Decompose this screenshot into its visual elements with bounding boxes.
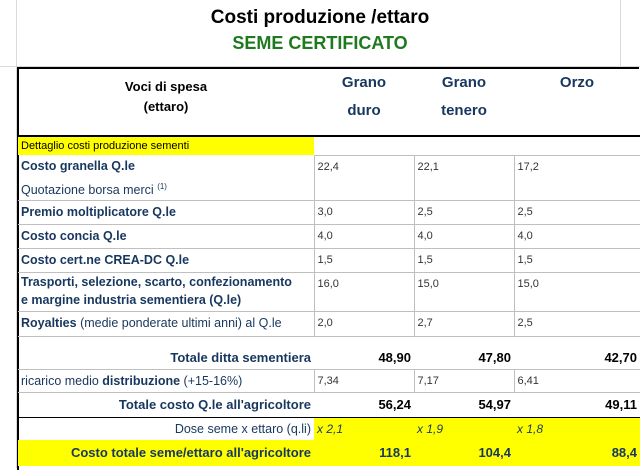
header-voci: Voci di spesa (ettaro) <box>18 69 314 136</box>
totale-agricoltore-grano-duro: 56,24 <box>378 397 411 413</box>
table-row: Royalties (medie ponderate ultimi anni) … <box>18 311 640 338</box>
cell-grano-tenero: 15,0 <box>413 272 514 313</box>
cell-grano-duro: 3,0 <box>313 200 414 226</box>
cell-grano-duro: 16,0 <box>313 272 414 313</box>
row-label-cell: Royalties (medie ponderate ultimi anni) … <box>18 311 314 338</box>
header-col3-line1: Orzo <box>559 74 595 91</box>
ricarico-label-c: (+15-16%) <box>180 374 243 389</box>
header-orzo: Orzo <box>514 69 640 136</box>
dose-grano-duro: x 2,1 <box>314 417 414 441</box>
costo-totale-grano-tenero: 104,4 <box>478 445 511 461</box>
ricarico-grano-duro: 7,34 <box>313 369 414 394</box>
ricarico-label-b: distribuzione <box>102 374 181 389</box>
grid-line <box>16 0 17 468</box>
cell-grano-tenero: 2,5 <box>413 200 514 226</box>
cell-orzo: 17,2 <box>513 155 640 202</box>
row-label-cell: Costo granella Q.le Quotazione borsa mer… <box>18 155 314 202</box>
cell-grano-duro: 2,0 <box>313 311 414 338</box>
table-row: Costo granella Q.le Quotazione borsa mer… <box>18 155 640 202</box>
dose-label: Dose seme x ettaro (q.li) <box>174 422 311 437</box>
totale-ditta-orzo: 42,70 <box>514 347 640 371</box>
header-voci-line1: Voci di spesa <box>124 79 208 94</box>
row-label: Costo cert.ne CREA-DC Q.le <box>18 248 314 274</box>
totale-ditta-grano-duro: 48,90 <box>314 347 414 371</box>
row-sublabel: Quotazione borsa merci (1) <box>21 177 311 200</box>
header-voci-line2: (ettaro) <box>143 99 189 114</box>
row-label: Costo concia Q.le <box>18 224 314 250</box>
ricarico-label-a: ricarico medio <box>21 374 103 389</box>
totale-agricoltore-label: Totale costo Q.le all'agricoltore <box>118 397 311 413</box>
table-row: Costo concia Q.le 4,0 4,0 4,0 <box>18 224 640 250</box>
grid-line <box>620 0 621 68</box>
cell-grano-tenero: 4,0 <box>413 224 514 250</box>
ricarico-label: ricarico medio distribuzione (+15-16%) <box>18 369 314 394</box>
cell-grano-tenero: 1,5 <box>413 248 514 274</box>
table-row: Premio moltiplicatore Q.le 3,0 2,5 2,5 <box>18 200 640 226</box>
costo-totale-orzo: 88,4 <box>611 445 637 461</box>
dose-grano-tenero: x 1,9 <box>414 417 514 441</box>
section-row-blank <box>314 136 640 156</box>
page-title: Costi produzione /ettaro <box>210 7 430 28</box>
totale-ditta-label: Totale ditta sementiera <box>18 347 314 371</box>
cell-orzo: 2,5 <box>513 200 640 226</box>
table-row: Costo cert.ne CREA-DC Q.le 1,5 1,5 1,5 <box>18 248 640 274</box>
dose-row: Dose seme x ettaro (q.li) x 2,1 x 1,9 x … <box>18 417 640 441</box>
section-row: Dettaglio costi produzione sementi <box>18 136 640 156</box>
header-grano-duro: Grano duro <box>314 69 414 136</box>
row-label: Premio moltiplicatore Q.le <box>18 200 314 226</box>
cost-table: Voci di spesa (ettaro) Grano duro Grano … <box>18 69 640 467</box>
cell-grano-tenero: 2,7 <box>413 311 514 338</box>
totale-ditta-row: Totale ditta sementiera 48,90 47,80 42,7… <box>18 347 640 371</box>
table-row: Trasporti, selezione, scarto, confeziona… <box>18 272 640 313</box>
header-grano-tenero: Grano tenero <box>414 69 514 136</box>
row-sublabel-text: Quotazione borsa merci <box>21 183 154 198</box>
cell-grano-duro: 22,4 <box>313 155 414 202</box>
header-col2-line1: Grano <box>441 74 487 91</box>
cell-orzo: 4,0 <box>513 224 640 250</box>
ricarico-row: ricarico medio distribuzione (+15-16%) 7… <box>18 369 640 394</box>
page-subtitle: SEME CERTIFICATO <box>232 33 408 53</box>
grid-line <box>0 66 640 67</box>
row-label-cell: Trasporti, selezione, scarto, confeziona… <box>18 272 314 313</box>
totale-agricoltore-orzo: 49,11 <box>605 397 637 413</box>
ricarico-orzo: 6,41 <box>513 369 640 394</box>
header-col2-line2: tenero <box>441 102 487 119</box>
ricarico-grano-tenero: 7,17 <box>413 369 514 394</box>
spacer-cell <box>18 337 640 348</box>
row-label-rest: (medie ponderate ultimi anni) al Q.le <box>76 316 282 331</box>
row-label: Costo granella Q.le <box>21 159 135 173</box>
cell-orzo: 1,5 <box>513 248 640 274</box>
table-header-row: Voci di spesa (ettaro) Grano duro Grano … <box>18 69 640 136</box>
section-label: Dettaglio costi produzione sementi <box>18 136 314 155</box>
cell-orzo: 15,0 <box>513 272 640 313</box>
costo-totale-grano-duro: 118,1 <box>379 445 411 461</box>
dose-orzo: x 1,8 <box>514 417 640 441</box>
row-label: Trasporti, selezione, scarto, confeziona… <box>21 275 292 290</box>
cell-grano-duro: 1,5 <box>313 248 414 274</box>
totale-ditta-grano-tenero: 47,80 <box>414 347 514 371</box>
costo-totale-label: Costo totale seme/ettaro all'agricoltore <box>70 445 311 461</box>
row-label: Royalties <box>21 316 77 331</box>
totale-agricoltore-grano-tenero: 54,97 <box>478 397 511 413</box>
row-label-line2: e margine industria sementiera (Q.le) <box>21 293 242 308</box>
cell-grano-tenero: 22,1 <box>413 155 514 202</box>
cell-orzo: 2,5 <box>513 311 640 338</box>
costo-totale-row: Costo totale seme/ettaro all'agricoltore… <box>18 440 640 467</box>
totale-agricoltore-row: Totale costo Q.le all'agricoltore 56,24 … <box>18 393 640 418</box>
header-col1-line2: duro <box>347 102 381 119</box>
header-col1-line1: Grano <box>341 74 387 91</box>
cell-grano-duro: 4,0 <box>313 224 414 250</box>
spacer-row <box>18 337 640 348</box>
footnote-ref: (1) <box>157 182 167 191</box>
